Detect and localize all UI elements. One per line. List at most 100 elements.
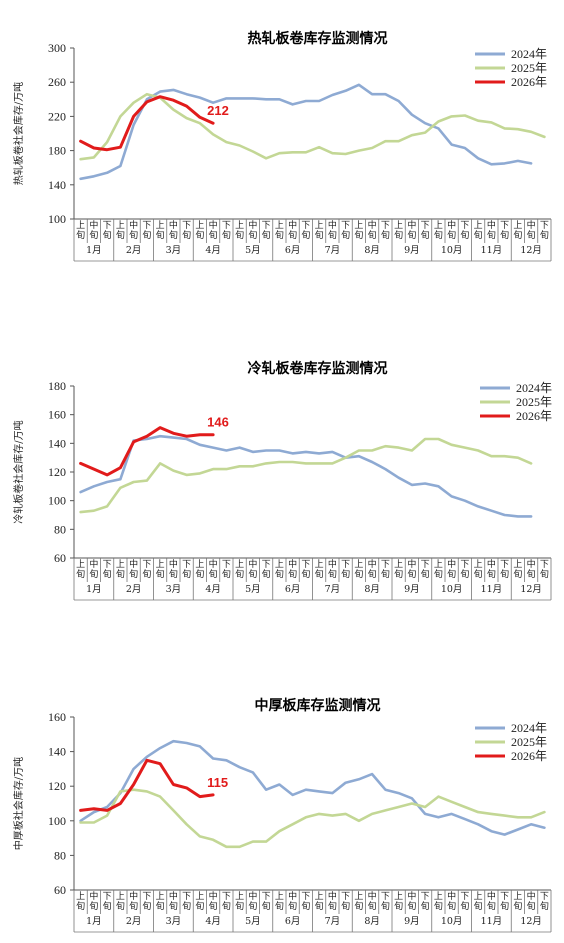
x-tick-label: 旬 — [116, 568, 125, 580]
x-tick-label: 旬 — [527, 900, 536, 912]
x-tick-label: 旬 — [156, 229, 165, 241]
x-tick-label: 上 — [76, 220, 85, 231]
x-tick-label: 旬 — [447, 568, 456, 580]
month-label: 11月 — [481, 584, 503, 595]
y-tick-label: 100 — [48, 494, 66, 508]
x-tick-label: 旬 — [129, 229, 138, 241]
y-tick-label: 100 — [48, 814, 66, 828]
x-tick-label: 下 — [262, 560, 271, 570]
x-tick-label: 旬 — [209, 568, 218, 580]
x-tick-label: 旬 — [248, 900, 257, 912]
x-tick-label: 中 — [169, 890, 178, 902]
month-label: 3月 — [166, 245, 182, 256]
x-tick-label: 中 — [328, 558, 337, 570]
x-tick-label: 旬 — [341, 229, 350, 241]
month-label: 12月 — [520, 245, 542, 256]
legend-label: 2024年 — [511, 47, 547, 61]
x-tick-label: 下 — [460, 560, 469, 570]
x-tick-label: 旬 — [434, 568, 443, 580]
x-tick-label: 上 — [275, 891, 284, 902]
legend-label: 2025年 — [511, 735, 547, 749]
x-tick-label: 上 — [195, 220, 204, 231]
x-tick-label: 旬 — [182, 229, 191, 241]
legend-label: 2024年 — [516, 381, 552, 395]
x-tick-label: 旬 — [103, 900, 112, 912]
x-tick-label: 旬 — [248, 229, 257, 241]
x-tick-label: 旬 — [368, 229, 377, 241]
x-tick-label: 中 — [407, 558, 416, 570]
y-tick-label: 160 — [48, 710, 66, 724]
x-tick-label: 下 — [262, 892, 271, 902]
month-label: 7月 — [325, 245, 341, 256]
x-tick-label: 中 — [209, 890, 218, 902]
x-tick-label: 旬 — [421, 900, 430, 912]
x-tick-label: 下 — [540, 560, 549, 570]
x-tick-label: 上 — [116, 220, 125, 231]
x-tick-label: 旬 — [368, 900, 377, 912]
x-tick-label: 中 — [487, 219, 496, 231]
x-tick-label: 旬 — [394, 900, 403, 912]
x-tick-label: 中 — [447, 558, 456, 570]
x-tick-label: 上 — [76, 559, 85, 570]
x-tick-label: 旬 — [487, 900, 496, 912]
x-tick-label: 下 — [381, 221, 390, 231]
x-tick-label: 旬 — [89, 229, 98, 241]
x-tick-label: 下 — [103, 892, 112, 902]
x-tick-label: 旬 — [288, 900, 297, 912]
legend-label: 2024年 — [511, 721, 547, 735]
month-label: 6月 — [285, 916, 301, 927]
month-label: 5月 — [245, 245, 261, 256]
x-tick-label: 中 — [89, 558, 98, 570]
x-tick-label: 旬 — [275, 900, 284, 912]
x-tick-label: 旬 — [407, 229, 416, 241]
x-tick-label: 旬 — [328, 229, 337, 241]
x-tick-label: 上 — [116, 891, 125, 902]
x-tick-label: 旬 — [315, 900, 324, 912]
x-tick-label: 旬 — [142, 568, 151, 580]
x-tick-label: 中 — [487, 558, 496, 570]
x-tick-label: 中 — [368, 219, 377, 231]
series-line-2024 — [79, 434, 533, 518]
x-tick-label: 旬 — [474, 568, 483, 580]
x-tick-label: 上 — [513, 220, 522, 231]
legend-label: 2026年 — [516, 409, 552, 423]
x-tick-label: 下 — [222, 892, 231, 902]
x-tick-label: 上 — [434, 559, 443, 570]
x-tick-label: 旬 — [487, 568, 496, 580]
x-tick-label: 下 — [381, 892, 390, 902]
y-tick-label: 140 — [48, 745, 66, 759]
y-axis-label: 中厚板社会库存/万吨 — [12, 757, 25, 850]
x-tick-label: 上 — [394, 559, 403, 570]
x-tick-label: 上 — [156, 891, 165, 902]
x-tick-label: 旬 — [288, 229, 297, 241]
x-tick-label: 中 — [447, 890, 456, 902]
x-tick-label: 旬 — [421, 568, 430, 580]
month-label: 6月 — [285, 245, 301, 256]
x-tick-label: 旬 — [540, 568, 549, 580]
x-tick-label: 中 — [328, 219, 337, 231]
x-tick-label: 下 — [540, 221, 549, 231]
x-tick-label: 上 — [354, 559, 363, 570]
x-tick-label: 旬 — [222, 568, 231, 580]
x-tick-label: 旬 — [447, 229, 456, 241]
x-tick-label: 旬 — [301, 568, 310, 580]
x-tick-label: 旬 — [288, 568, 297, 580]
x-tick-label: 旬 — [368, 568, 377, 580]
x-tick-label: 旬 — [103, 229, 112, 241]
x-tick-label: 旬 — [500, 229, 509, 241]
x-tick-label: 中 — [209, 219, 218, 231]
x-tick-label: 下 — [421, 892, 430, 902]
x-tick-label: 中 — [368, 558, 377, 570]
y-tick-label: 180 — [48, 144, 66, 158]
x-tick-label: 中 — [487, 890, 496, 902]
legend-label: 2026年 — [511, 749, 547, 763]
month-label: 12月 — [520, 584, 542, 595]
x-tick-label: 上 — [474, 220, 483, 231]
x-tick-label: 旬 — [156, 568, 165, 580]
series-line-2024 — [79, 83, 533, 181]
x-tick-label: 中 — [407, 890, 416, 902]
x-tick-label: 旬 — [407, 568, 416, 580]
x-tick-label: 旬 — [156, 900, 165, 912]
x-tick-label: 旬 — [209, 900, 218, 912]
x-tick-label: 上 — [434, 891, 443, 902]
